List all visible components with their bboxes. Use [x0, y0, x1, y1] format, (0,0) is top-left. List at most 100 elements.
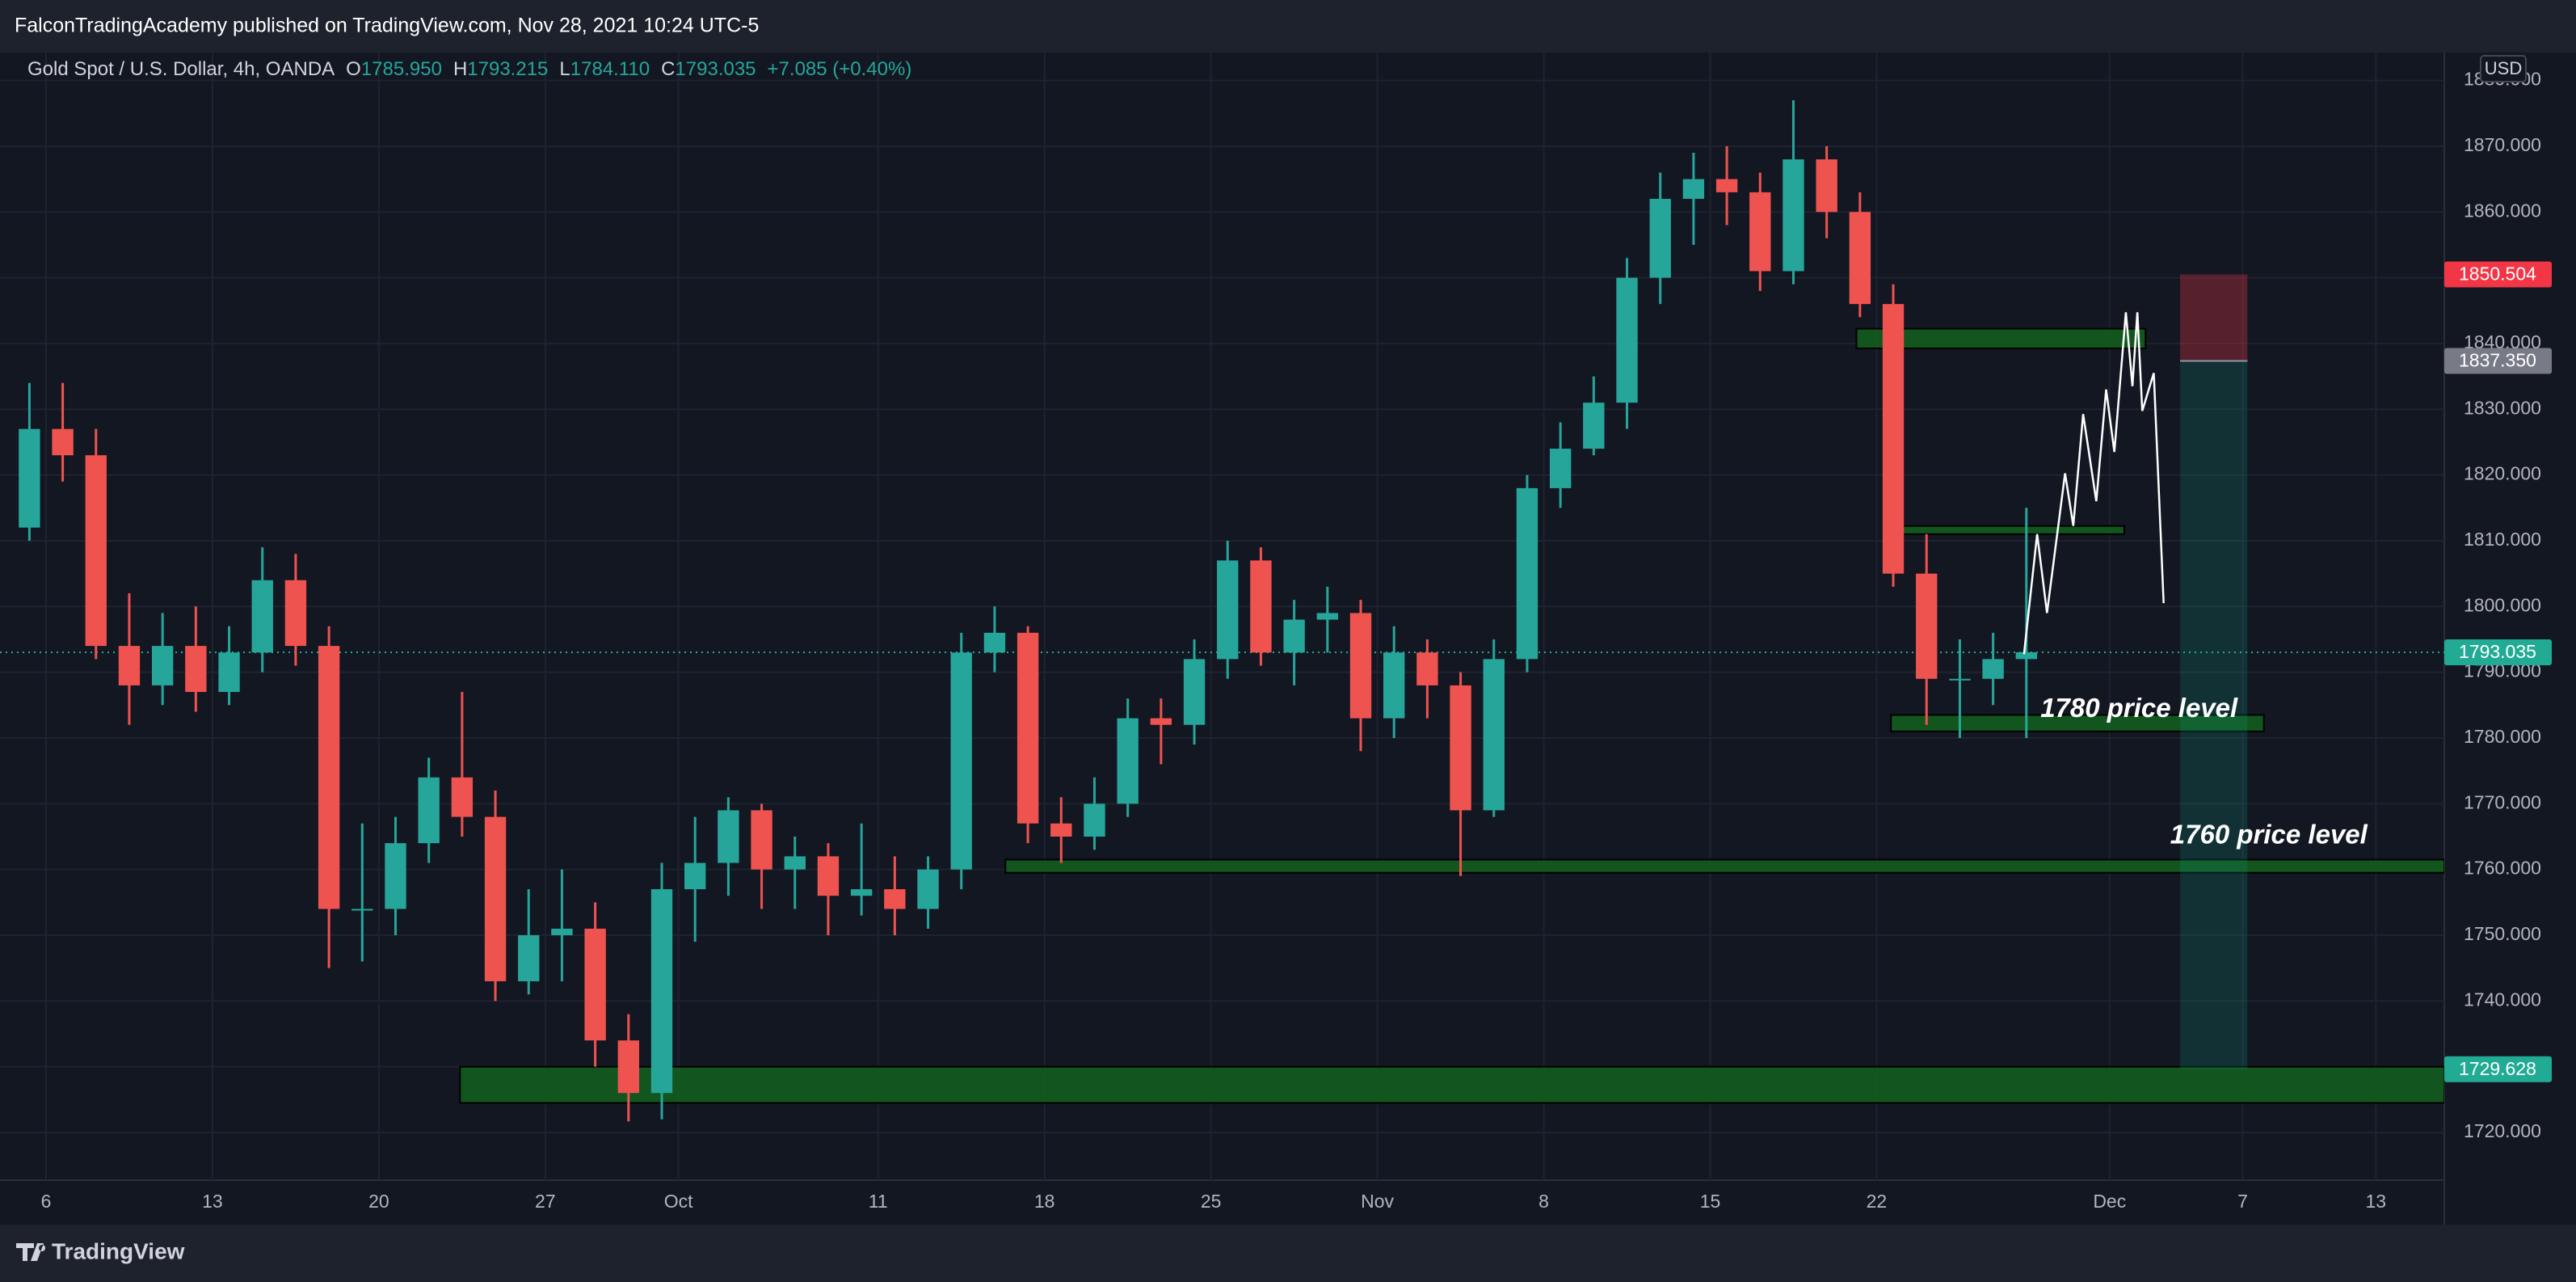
candle-body [418, 777, 440, 844]
candle-body [1549, 449, 1572, 488]
price-label: 1793.035 [2459, 641, 2536, 662]
y-tick-label: 1720.000 [2464, 1120, 2541, 1141]
currency: USD [2485, 58, 2522, 78]
candle-body [1649, 198, 1671, 278]
x-tick-label: 27 [535, 1191, 556, 1212]
price-label: 1850.504 [2459, 264, 2536, 285]
y-tick-label: 1750.000 [2464, 923, 2541, 944]
candle-body [784, 856, 806, 870]
y-tick-label: 1830.000 [2464, 397, 2541, 418]
x-tick-label: 25 [1201, 1191, 1222, 1212]
publisher-info: FalconTradingAcademy published on Tradin… [15, 15, 759, 37]
candle-body [1283, 619, 1305, 653]
price-label: 1729.628 [2459, 1058, 2536, 1079]
candle-body [284, 580, 307, 647]
candle-body [1050, 823, 1072, 837]
candle-body [19, 428, 40, 528]
candle-body [52, 428, 74, 456]
candle-body [1450, 685, 1471, 811]
support-zone [459, 1065, 2444, 1104]
candle-body [850, 889, 873, 896]
x-tick-label: 11 [869, 1191, 888, 1212]
ohlc-value: 1785.950 [361, 58, 442, 80]
candle-body [1217, 560, 1239, 660]
candle-body [751, 810, 772, 870]
candle-body [817, 856, 840, 896]
y-tick-label: 1870.000 [2464, 134, 2541, 155]
candle-body [1715, 179, 1738, 192]
candle-body [1816, 159, 1837, 213]
candle-body [2015, 652, 2037, 660]
candle-body [684, 862, 706, 890]
candle-body [451, 777, 474, 817]
x-tick-label: 13 [202, 1191, 223, 1212]
candle-body [1416, 652, 1438, 685]
chart [0, 53, 2444, 1180]
currency-badge [2480, 55, 2527, 82]
x-tick-label: Dec [2093, 1191, 2126, 1212]
take-profit-area [2180, 361, 2248, 1069]
candle-body [518, 935, 540, 981]
bottom-bar [0, 1225, 2576, 1282]
ohlc-value: 1784.110 [570, 58, 650, 80]
symbol-header-text: Gold Spot / U.S. Dollar, 4h, OANDA O1785.… [27, 58, 911, 80]
candle-body [1183, 659, 1206, 725]
candle-body [1383, 652, 1405, 719]
y-tick-label: 1820.000 [2464, 463, 2541, 484]
support-zone [1900, 525, 2125, 535]
candle-body [1117, 718, 1139, 804]
price-label: 1837.350 [2459, 350, 2536, 371]
candle-body [884, 889, 906, 909]
x-tick-label: 22 [1867, 1191, 1888, 1212]
y-tick-label: 1740.000 [2464, 989, 2541, 1010]
price-label-bg [2444, 261, 2552, 288]
price-change: +7.085 (+0.40%) [768, 58, 912, 80]
candle-body [718, 810, 739, 863]
forecast-path [2022, 312, 2165, 655]
tradingview-logo [16, 1243, 46, 1261]
symbol-title: Gold Spot / U.S. Dollar, 4h, OANDA [27, 58, 335, 80]
ohlc-key: C [661, 58, 675, 80]
ohlc-key: L [559, 58, 570, 80]
candle-body [1150, 718, 1172, 725]
candle-body [484, 816, 507, 981]
candle-body [950, 652, 972, 870]
ohlc-key: H [453, 58, 467, 80]
price-level-annotation: 1760 price level [2170, 820, 2368, 850]
x-tick-label: 15 [1700, 1191, 1721, 1212]
price-label-bg [2444, 1056, 2552, 1082]
candle-body [1749, 192, 1771, 272]
candle-body [351, 909, 373, 911]
candle-body [1316, 613, 1338, 620]
y-tick-label: 1780.000 [2464, 726, 2541, 747]
brand: TradingView [52, 1238, 185, 1263]
ohlc-value: 1793.215 [467, 58, 548, 80]
candle-body [185, 646, 207, 693]
candle-body [1250, 560, 1272, 653]
support-zone [1890, 714, 2265, 732]
candle-body [1982, 659, 2004, 679]
candle-body [318, 646, 340, 909]
top-bar [0, 0, 2576, 53]
price-level-annotation: 1780 price level [2040, 693, 2238, 723]
candle-body [1783, 159, 1804, 272]
candle-body [251, 580, 273, 653]
candle-body [1849, 212, 1871, 305]
price-label-bg [2444, 348, 2552, 374]
candle-body [1949, 678, 1971, 681]
candle-body [151, 646, 174, 685]
x-tick-label: 6 [41, 1191, 52, 1212]
x-tick-label: 8 [1538, 1191, 1549, 1212]
price-label-bg [2444, 639, 2552, 665]
candle-body [617, 1040, 640, 1094]
y-tick-label: 1800.000 [2464, 594, 2541, 615]
x-tick-label: 13 [2366, 1191, 2387, 1212]
x-tick-label: 7 [2237, 1191, 2248, 1212]
candle-body [584, 928, 606, 1041]
candle-body [1916, 573, 1938, 679]
candle-body [85, 455, 107, 647]
candle-body [917, 869, 939, 909]
candle-body [1583, 403, 1605, 449]
candle-body [1017, 632, 1039, 824]
